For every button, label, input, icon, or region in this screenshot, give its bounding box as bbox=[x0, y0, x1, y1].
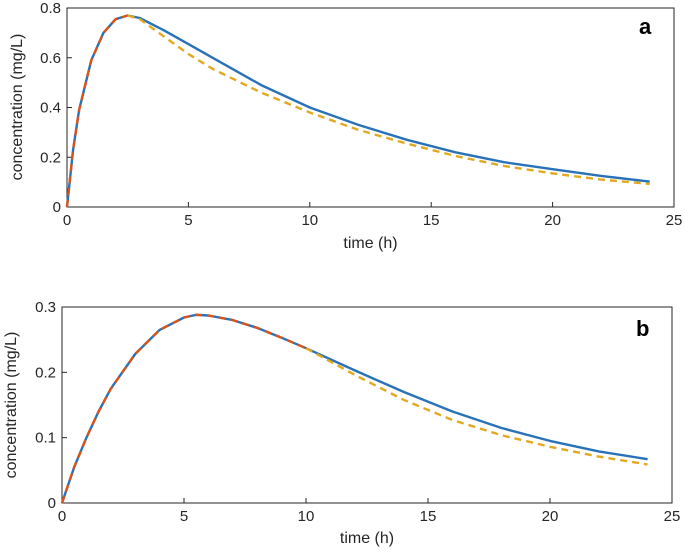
x-tick-label: 10 bbox=[298, 508, 315, 525]
axis-ticks: 0 5 10 15 20 25 0 0.2 0.4 0.6 0.8 bbox=[40, 0, 682, 229]
x-tick-label: 0 bbox=[63, 212, 71, 229]
series-group bbox=[60, 313, 648, 504]
series-line-3 bbox=[127, 14, 650, 186]
x-tick-label: 5 bbox=[180, 508, 188, 525]
plot-area-frame bbox=[61, 306, 673, 504]
x-tick-label: 15 bbox=[423, 212, 440, 229]
y-tick-label: 0.3 bbox=[35, 299, 56, 316]
y-tick-label: 0.4 bbox=[40, 100, 61, 117]
panel-label: b bbox=[636, 316, 649, 341]
panel-a: 0 5 10 15 20 25 0 0.2 0.4 0.6 0.8 a time (h) conce… bbox=[9, 0, 682, 252]
plot-area-frame bbox=[66, 7, 675, 208]
series-group bbox=[65, 14, 650, 208]
y-axis-label: concentration (mg/L) bbox=[9, 34, 26, 181]
x-axis-label: time (h) bbox=[343, 235, 397, 252]
x-axis-label: time (h) bbox=[340, 530, 394, 547]
x-tick-label: 15 bbox=[420, 508, 437, 525]
y-tick-label: 0.8 bbox=[40, 0, 61, 17]
x-tick-label: 0 bbox=[58, 508, 66, 525]
series-line-3 bbox=[305, 347, 648, 466]
series-line-1 bbox=[65, 14, 650, 208]
x-tick-label: 5 bbox=[184, 212, 192, 229]
panel-b: 0 5 10 15 20 25 0 0.1 0.2 0.3 b time (h) concentr… bbox=[3, 299, 680, 547]
panel-label: a bbox=[639, 14, 652, 39]
series-line-1 bbox=[60, 313, 648, 504]
x-tick-label: 25 bbox=[666, 212, 683, 229]
y-tick-label: 0 bbox=[48, 495, 56, 512]
y-axis-label: concentration (mg/L) bbox=[3, 332, 20, 479]
series-line-2 bbox=[65, 14, 129, 208]
y-tick-label: 0.6 bbox=[40, 50, 61, 67]
y-tick-label: 0.2 bbox=[35, 364, 56, 381]
x-tick-label: 20 bbox=[544, 212, 561, 229]
x-tick-label: 25 bbox=[664, 508, 681, 525]
x-tick-label: 20 bbox=[542, 508, 559, 525]
y-tick-label: 0.1 bbox=[35, 430, 56, 447]
x-tick-label: 10 bbox=[301, 212, 318, 229]
y-tick-label: 0.2 bbox=[40, 149, 61, 166]
series-line-2 bbox=[60, 313, 307, 504]
y-tick-label: 0 bbox=[53, 199, 61, 216]
axis-ticks: 0 5 10 15 20 25 0 0.1 0.2 0.3 bbox=[35, 299, 680, 525]
